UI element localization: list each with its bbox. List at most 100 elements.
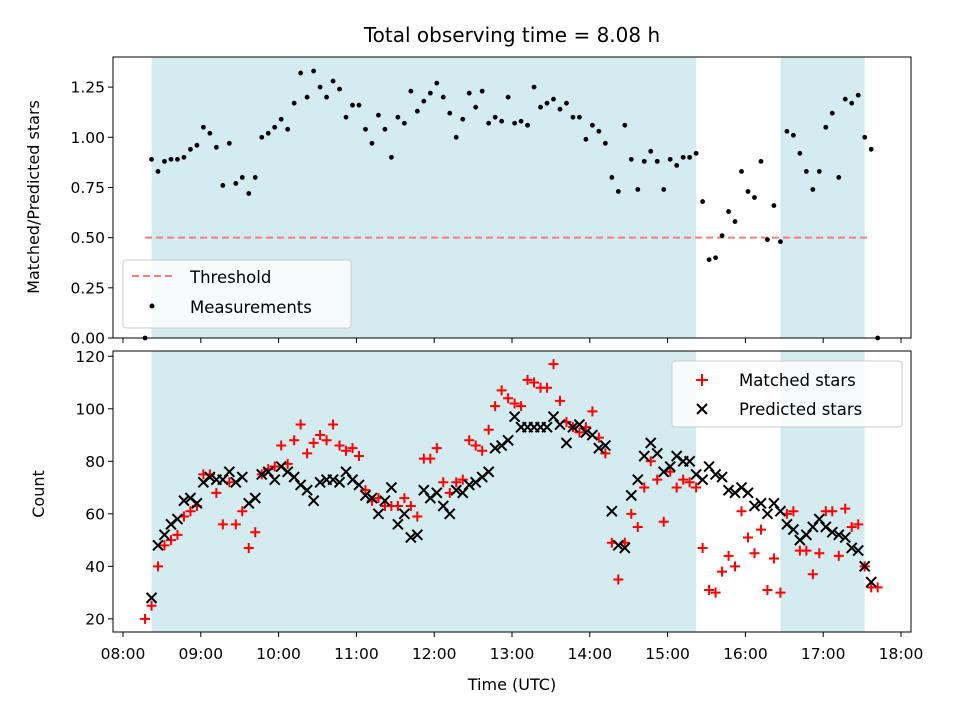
matched-star-point [639, 482, 650, 493]
matched-star-point [211, 487, 222, 498]
measurement-point [414, 108, 420, 114]
matched-star-point [230, 519, 241, 530]
matched-star-point [723, 550, 734, 561]
matched-star-point [250, 527, 261, 538]
predicted-star-point [411, 529, 424, 541]
matched-star-point [742, 532, 753, 543]
matched-star-point [457, 474, 468, 485]
measurement-point [589, 122, 595, 128]
matched-star-point [438, 477, 449, 488]
matched-star-point [840, 503, 851, 514]
matched-star-point [451, 477, 462, 488]
ratio-y-ticks: 0.00 0.25 0.50 0.75 1.00 1.25 [70, 79, 113, 348]
matched-star-point [671, 482, 682, 493]
predicted-star-point [152, 539, 164, 552]
predicted-star-point [489, 442, 501, 454]
matched-star-point [302, 448, 313, 459]
predicted-star-point [852, 544, 864, 557]
predicted-stars-legend-label: Predicted stars [739, 400, 862, 419]
predicted-star-point [593, 442, 605, 454]
measurement-point [654, 158, 660, 164]
measurement-point [531, 84, 537, 90]
measurement-point [168, 156, 174, 162]
measurement-point [181, 154, 187, 160]
measurement-point [175, 156, 180, 162]
measurement-point [434, 80, 440, 86]
ratio-y-axis-label: Matched/Predicted stars [24, 100, 43, 294]
y-tick-label-0-25: 0.25 [70, 279, 105, 297]
measurement-point [453, 134, 459, 140]
predicted-star-point [625, 489, 638, 502]
predicted-star-point [191, 497, 203, 510]
measurement-point [803, 169, 809, 174]
measurement-point [842, 96, 848, 102]
measurement-point [408, 88, 414, 94]
matched-star-point [490, 401, 501, 412]
predicted-star-point [755, 497, 767, 510]
matched-star-point [276, 440, 287, 451]
measurement-point [732, 219, 738, 224]
ratio-legend-box [122, 259, 352, 329]
measurement-point [252, 175, 258, 180]
predicted-star-point [431, 487, 443, 499]
measurement-point [635, 187, 641, 192]
predicted-star-point [158, 529, 171, 541]
matched-star-point [853, 519, 864, 530]
matched-star-point [165, 535, 176, 546]
measurements-legend-swatch [149, 303, 155, 309]
predicted-star-point [748, 500, 761, 512]
matched-star-point [768, 553, 779, 564]
matched-star-point [632, 521, 643, 532]
predicted-star-point [307, 494, 320, 507]
matched-star-point [243, 542, 254, 553]
y-tick-label-1-25: 1.25 [70, 79, 105, 97]
matched-star-point [788, 506, 799, 517]
predicted-star-point [567, 421, 579, 433]
measurement-point [265, 130, 271, 136]
predicted-star-point [145, 592, 158, 604]
measurement-point [317, 84, 323, 90]
measurement-point [291, 100, 297, 106]
measurement-point [363, 126, 368, 132]
measurement-point [389, 154, 394, 160]
measurement-point [667, 156, 673, 162]
measurement-point [816, 169, 822, 174]
y-tick-label-20: 20 [85, 610, 105, 628]
predicted-star-point [645, 437, 657, 449]
y-tick-label-0-50: 0.50 [70, 229, 105, 247]
predicted-star-point [651, 447, 663, 460]
measurement-point [479, 88, 485, 94]
measurement-point [188, 146, 193, 152]
measurement-point [512, 120, 517, 126]
matched-star-point [736, 506, 747, 517]
measurement-point [758, 158, 764, 164]
measurement-point [200, 124, 206, 130]
measurement-point [648, 148, 654, 154]
x-tick-label-17-00: 17:00 [801, 645, 846, 663]
matched-star-point [554, 395, 565, 406]
matched-star-point [483, 424, 494, 435]
matched-star-point [399, 493, 410, 504]
measurement-point [622, 122, 628, 128]
measurement-point [706, 257, 712, 263]
measurement-point [641, 158, 647, 164]
matched-star-point [574, 427, 585, 438]
measurement-point [564, 100, 569, 106]
measurements-legend-label: Measurements [190, 298, 312, 317]
measurement-point [350, 102, 355, 108]
measurement-point [330, 78, 336, 84]
measurement-point [615, 189, 621, 194]
predicted-star-point [787, 523, 800, 536]
measurement-point [233, 181, 239, 186]
measurement-point [661, 187, 667, 192]
predicted-star-point [716, 471, 728, 483]
threshold-legend-label: Threshold [189, 268, 271, 287]
predicted-star-point [761, 508, 774, 520]
matched-star-point [405, 500, 416, 511]
predicted-star-point [619, 542, 631, 554]
predicted-star-point [333, 476, 346, 489]
measurement-point [778, 239, 783, 245]
count-axes: 20 40 60 80 100 120 08:00 09:00 10:00 11:00 12:00… [29, 348, 923, 694]
ratio-legend: Threshold Measurements [122, 259, 352, 329]
predicted-stars-legend-swatch [696, 403, 708, 415]
